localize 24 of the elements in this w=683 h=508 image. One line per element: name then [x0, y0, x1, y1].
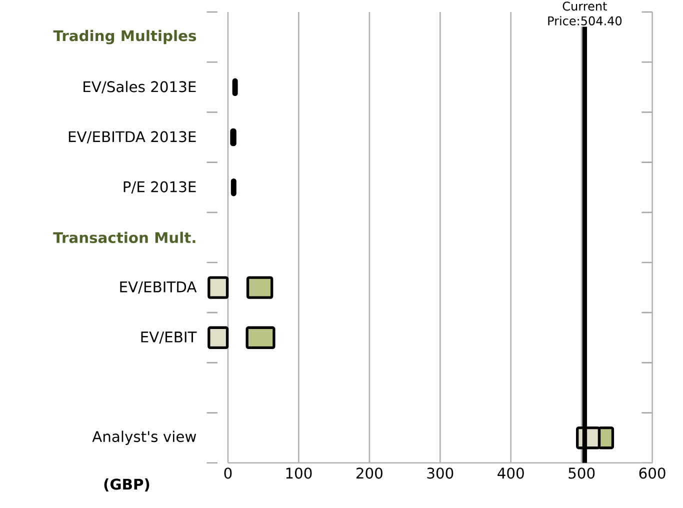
x-tick-label: 200	[356, 468, 382, 479]
x-tick-label: 300	[427, 468, 454, 479]
bar	[246, 326, 276, 349]
ref-line-label: Current Price:504.40	[548, 2, 622, 26]
x-axis-title: (GBP)	[104, 478, 150, 492]
bar	[246, 276, 274, 299]
y-tick-label: Transaction Mult.	[53, 232, 196, 244]
x-tick-label: 400	[498, 468, 524, 479]
x-tick-label: 0	[224, 468, 232, 479]
x-tick-label: 100	[286, 468, 312, 479]
y-tick-label: EV/Sales 2013E	[84, 80, 196, 94]
bar	[232, 78, 238, 96]
x-tick-label: 600	[639, 468, 666, 479]
bar	[208, 276, 229, 299]
bar	[230, 128, 236, 146]
y-tick-label: EV/EBIT	[141, 332, 197, 344]
y-tick-label: Trading Multiples	[53, 30, 196, 44]
y-tick-label: P/E 2013E	[124, 181, 196, 194]
y-tick-label: EV/EBITDA	[120, 281, 197, 294]
bar	[230, 178, 236, 196]
y-tick-label: Analyst's view	[92, 430, 196, 445]
y-tick-label: EV/EBITDA 2013E	[68, 131, 196, 144]
bar	[208, 326, 229, 349]
x-tick-label: 500	[568, 468, 595, 479]
